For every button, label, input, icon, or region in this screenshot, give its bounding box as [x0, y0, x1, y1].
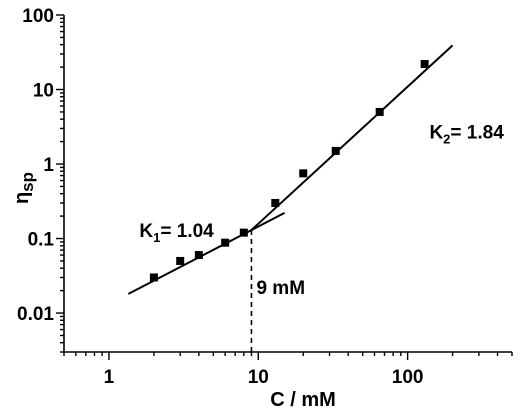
data-point	[331, 146, 340, 155]
data-point	[149, 273, 158, 282]
y-axis-title-sub: sp	[18, 172, 37, 192]
x-tick-label: 1	[104, 367, 115, 388]
slope-symbol: K	[139, 221, 153, 242]
y-tick-label: 100	[22, 6, 54, 27]
data-point	[221, 238, 230, 247]
y-tick-label: 0.01	[17, 304, 54, 325]
slope-subscript: 2	[443, 132, 450, 147]
data-point	[176, 256, 185, 265]
axes	[63, 15, 512, 353]
fit-lines: 9 mM	[127, 44, 454, 352]
slope-value: = 1.04	[160, 221, 214, 242]
fit-line-2	[250, 44, 454, 231]
x-tick-label: 100	[392, 367, 424, 388]
data-point	[420, 59, 429, 68]
x-axis-title: C / mM	[270, 389, 336, 411]
svg-text:ηsp: ηsp	[11, 172, 37, 204]
y-tick-label: 10	[33, 81, 54, 102]
slope-symbol: K	[429, 123, 443, 144]
data-points	[149, 59, 429, 282]
y-tick-label: 0.1	[28, 230, 55, 251]
slope-value: = 1.84	[450, 123, 504, 144]
data-point	[194, 251, 203, 260]
data-point	[299, 169, 308, 178]
data-point	[239, 228, 248, 237]
y-axis-title-main: η	[11, 192, 33, 204]
critical-label: 9 mM	[256, 278, 305, 299]
y-tick-label: 1	[43, 155, 54, 176]
x-tick-label: 10	[248, 367, 269, 388]
ticks: 1 10 100 0.01 0.1 1 10 100	[17, 6, 513, 388]
slope-label-1: K1= 1.04	[139, 221, 214, 245]
data-point	[375, 107, 384, 116]
slope-label-2: K2= 1.84	[429, 123, 504, 147]
y-axis-title: ηsp	[11, 172, 37, 204]
data-point	[271, 198, 280, 207]
slope-subscript: 1	[153, 230, 160, 245]
